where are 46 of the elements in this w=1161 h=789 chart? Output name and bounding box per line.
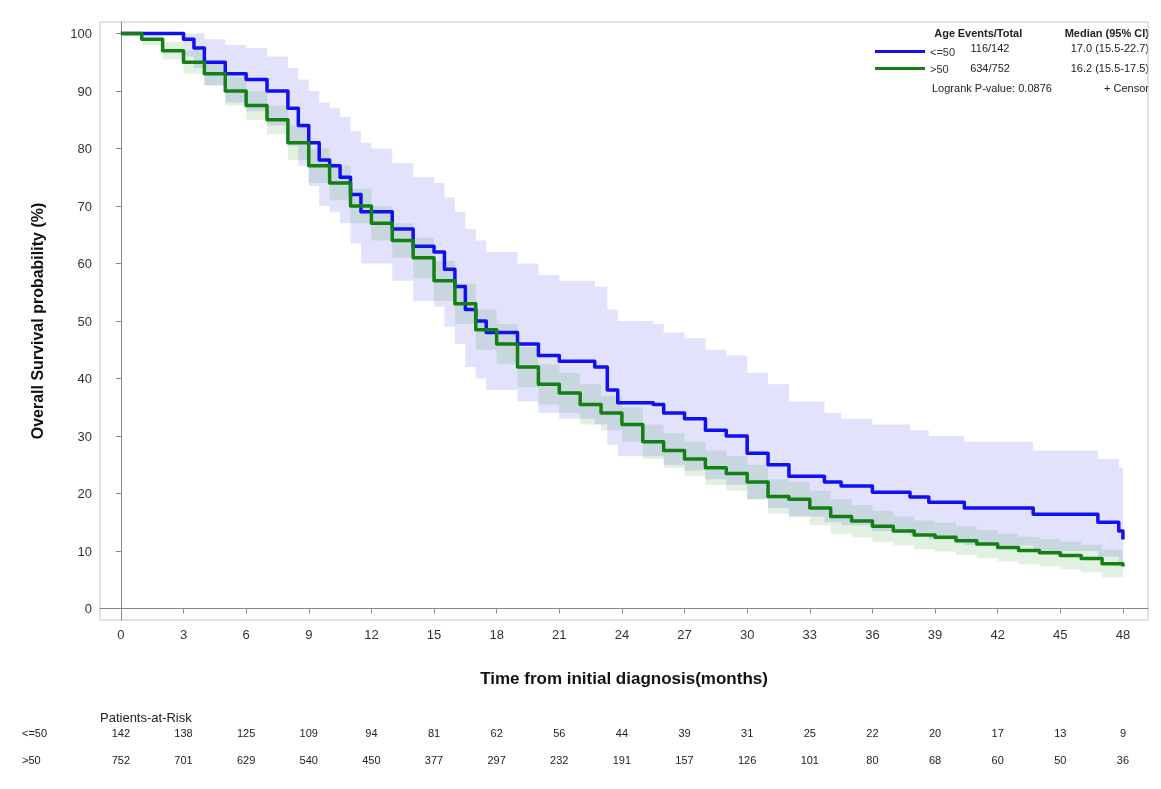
x-tick-label: 15 [426, 627, 442, 642]
y-tick-label: 30 [77, 428, 92, 444]
y-tick-label: 90 [77, 83, 92, 99]
y-tick-label: 80 [77, 141, 92, 156]
x-tick-label: 24 [614, 627, 630, 642]
legend-title: Age [934, 27, 955, 39]
x-tick-label: 48 [1115, 627, 1131, 642]
annotation: Median (95% CI) [1064, 27, 1150, 39]
y-tick-label: 50 [77, 313, 92, 329]
annotation: + Censor [1104, 82, 1150, 94]
x-tick-label: 3 [179, 627, 188, 642]
annotation: 16.2 (15.5-17.5) [1070, 62, 1149, 74]
x-tick-label: 33 [802, 627, 818, 642]
text: 752 701 629 540 450 377 297 232 191 157 126 101 80 68 60 50 36 [111, 754, 1130, 766]
y-tick-label: 100 [70, 26, 92, 41]
y-tick-label: 60 [77, 256, 92, 271]
annotation: 116/142 [970, 42, 1010, 54]
x-tick-label: 9 [305, 627, 313, 642]
y-tick-label: 40 [77, 371, 92, 386]
y-tick-label: 20 [77, 486, 92, 501]
y-axis-title: Overall Survival probability (%) [28, 202, 46, 440]
x-tick-label: 42 [990, 627, 1005, 642]
x-tick-label: 39 [927, 627, 943, 642]
x-tick-label: 45 [1053, 627, 1068, 642]
x-tick-label: 0 [117, 627, 125, 642]
x-tick-label: 6 [242, 627, 250, 642]
x-tick-label: 12 [364, 627, 379, 642]
text: >50 [22, 754, 41, 766]
annotation: 17.0 (15.5-22.7) [1070, 42, 1149, 54]
legend-label: <=50 [930, 45, 956, 58]
x-tick-label: 18 [489, 627, 504, 642]
text: Patients-at-Risk [100, 709, 193, 725]
annotation: Logrank P-value: 0.0876 [932, 82, 1052, 94]
y-tick-label: 0 [84, 601, 92, 616]
x-tick-label: 21 [552, 627, 567, 642]
text: <=50 [22, 727, 48, 739]
annotation: 634/752 [970, 62, 1010, 74]
y-tick-label: 70 [77, 198, 92, 214]
legend-label: >50 [930, 62, 949, 75]
x-tick-label: 36 [865, 627, 880, 642]
x-axis-title: Time from initial diagnosis(months) [480, 669, 768, 688]
x-tick-label: 30 [739, 627, 755, 642]
text: 142 138 125 109 94 81 62 56 44 39 31 25 22 20 17 13 9 [111, 727, 1127, 739]
y-tick-label: 10 [77, 543, 92, 559]
x-tick-label: 27 [677, 627, 692, 642]
annotation: Events/Total [957, 27, 1023, 39]
